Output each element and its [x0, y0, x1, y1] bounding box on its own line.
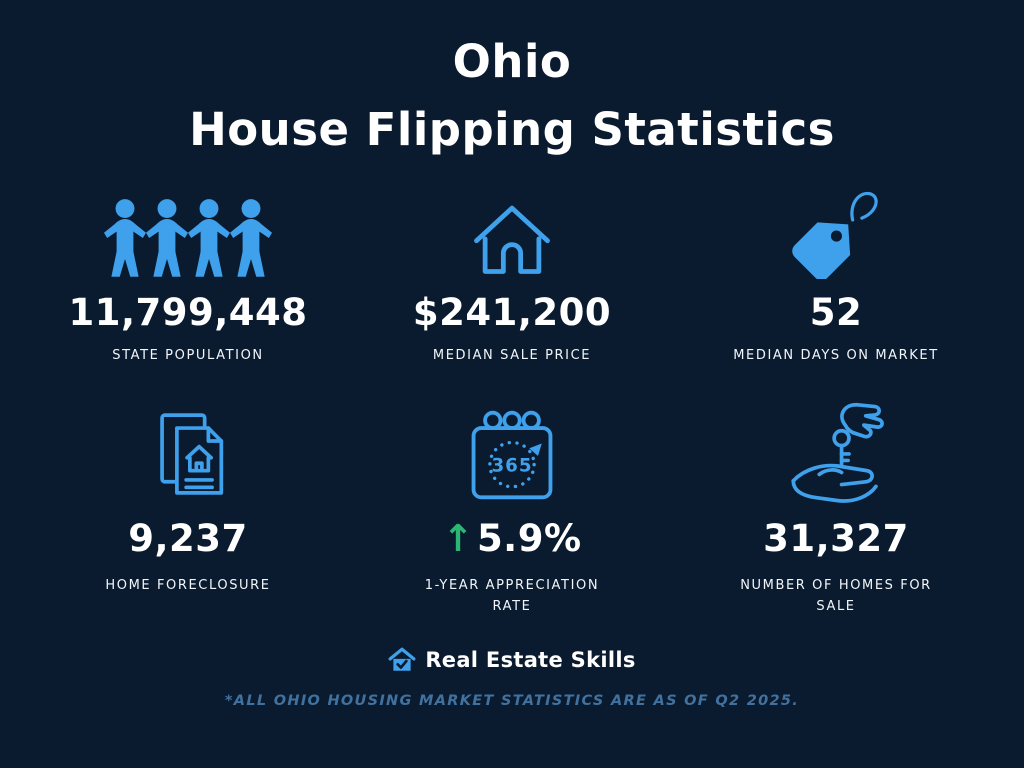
- page-title: Ohio House Flipping Statistics: [0, 0, 1024, 163]
- house-icon: [464, 175, 560, 279]
- stat-value: 31,327: [763, 516, 909, 560]
- stat-value: 11,799,448: [68, 291, 308, 334]
- stat-label: NUMBER OF HOMES FOR SALE: [740, 577, 932, 614]
- stats-row-2: 9,237 HOME FORECLOSURE 365 ↑: [0, 401, 1024, 618]
- stat-value: $241,200: [412, 291, 612, 334]
- price-tag-icon: [781, 175, 891, 279]
- stat-median-days-on-market: 52 MEDIAN DAYS ON MARKET: [674, 175, 998, 367]
- stat-median-sale-price: $241,200 MEDIAN SALE PRICE: [350, 175, 674, 367]
- stat-value: 9,237: [128, 516, 248, 560]
- title-line-1: Ohio: [452, 35, 572, 88]
- stat-label: HOME FORECLOSURE: [105, 577, 271, 593]
- stat-label: 1-YEAR APPRECIATION RATE: [424, 577, 600, 614]
- stat-label: STATE POPULATION: [112, 348, 264, 363]
- stat-value-text: 5.9%: [476, 516, 582, 560]
- documents-icon: [138, 401, 238, 505]
- calendar-365-icon: 365: [458, 401, 566, 505]
- stat-label: MEDIAN SALE PRICE: [432, 348, 592, 363]
- brand-logo: Real Estate Skills: [0, 647, 1024, 673]
- stat-home-foreclosure: 9,237 HOME FORECLOSURE: [26, 401, 350, 618]
- footnote: *ALL OHIO HOUSING MARKET STATISTICS ARE …: [224, 693, 800, 710]
- stat-appreciation-rate: 365 ↑5.9% 1-YEAR APPRECIATION RATE: [350, 401, 674, 618]
- people-icon: [104, 175, 272, 279]
- calendar-day-count: 365: [492, 455, 533, 476]
- brand-name: Real Estate Skills: [425, 648, 636, 673]
- brand-house-icon: [388, 648, 416, 672]
- hand-key-icon: [780, 401, 892, 505]
- up-arrow-icon: ↑: [442, 516, 474, 560]
- stat-value: ↑5.9%: [442, 517, 581, 560]
- title-line-2: House Flipping Statistics: [189, 102, 835, 156]
- stat-value: 52: [809, 291, 863, 334]
- stats-row-1: 11,799,448 STATE POPULATION $241,200 MED…: [0, 175, 1024, 367]
- stat-state-population: 11,799,448 STATE POPULATION: [26, 175, 350, 367]
- stat-label: MEDIAN DAYS ON MARKET: [733, 348, 939, 363]
- stat-homes-for-sale: 31,327 NUMBER OF HOMES FOR SALE: [674, 401, 998, 618]
